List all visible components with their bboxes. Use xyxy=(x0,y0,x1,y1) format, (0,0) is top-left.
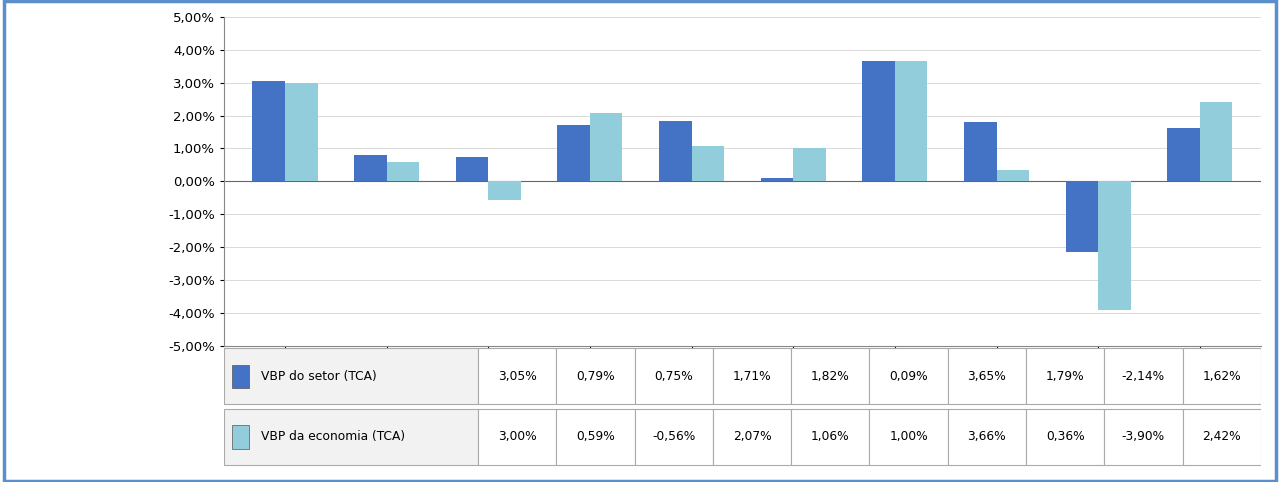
Text: 2,42%: 2,42% xyxy=(1202,430,1242,443)
Text: 3,05%: 3,05% xyxy=(498,370,536,383)
Bar xyxy=(1105,409,1183,465)
Bar xyxy=(760,178,794,181)
Bar xyxy=(1105,348,1183,404)
Bar xyxy=(232,364,248,388)
Text: 1,79%: 1,79% xyxy=(1046,370,1084,383)
Bar xyxy=(477,409,557,465)
Bar xyxy=(895,61,928,181)
Text: VBP do setor (TCA): VBP do setor (TCA) xyxy=(261,370,378,383)
Bar xyxy=(691,147,724,181)
Bar xyxy=(224,348,477,404)
Bar xyxy=(557,409,635,465)
Text: 0,36%: 0,36% xyxy=(1046,430,1084,443)
Text: -0,56%: -0,56% xyxy=(652,430,695,443)
Text: 0,09%: 0,09% xyxy=(890,370,928,383)
Text: 1,71%: 1,71% xyxy=(732,370,772,383)
Bar xyxy=(947,348,1027,404)
Bar xyxy=(869,348,947,404)
Text: 1,62%: 1,62% xyxy=(1202,370,1242,383)
Text: 2,07%: 2,07% xyxy=(732,430,772,443)
Text: 0,79%: 0,79% xyxy=(576,370,614,383)
Bar xyxy=(557,348,635,404)
Bar xyxy=(232,425,248,449)
Bar xyxy=(1199,102,1233,181)
Bar xyxy=(791,348,869,404)
Bar xyxy=(1066,181,1098,252)
Bar xyxy=(1183,348,1261,404)
Bar xyxy=(1098,181,1130,309)
Text: 3,00%: 3,00% xyxy=(498,430,536,443)
Text: 1,82%: 1,82% xyxy=(812,370,850,383)
Bar xyxy=(863,61,895,181)
Bar xyxy=(1167,128,1199,181)
Bar xyxy=(252,81,285,181)
Bar xyxy=(387,162,419,181)
Text: 0,59%: 0,59% xyxy=(576,430,614,443)
Bar xyxy=(488,181,521,200)
Bar xyxy=(791,409,869,465)
Bar xyxy=(713,409,791,465)
Bar xyxy=(477,348,557,404)
Bar xyxy=(794,148,826,181)
Bar xyxy=(869,409,947,465)
Bar xyxy=(997,170,1029,181)
Bar xyxy=(456,157,488,181)
Bar xyxy=(635,348,713,404)
Text: -2,14%: -2,14% xyxy=(1121,370,1165,383)
Bar xyxy=(947,409,1027,465)
Bar xyxy=(713,348,791,404)
Bar xyxy=(964,122,997,181)
Text: -3,90%: -3,90% xyxy=(1121,430,1165,443)
Bar xyxy=(355,155,387,181)
Text: VBP da economia (TCA): VBP da economia (TCA) xyxy=(261,430,406,443)
Text: 3,65%: 3,65% xyxy=(968,370,1006,383)
Bar xyxy=(590,113,622,181)
Bar xyxy=(557,125,590,181)
Bar xyxy=(659,121,691,181)
Bar xyxy=(224,409,477,465)
Text: 1,06%: 1,06% xyxy=(812,430,850,443)
Text: 3,66%: 3,66% xyxy=(968,430,1006,443)
Bar xyxy=(1183,409,1261,465)
Bar xyxy=(635,409,713,465)
Bar xyxy=(285,83,317,181)
Bar xyxy=(1027,348,1105,404)
Text: 0,75%: 0,75% xyxy=(654,370,692,383)
Text: 1,00%: 1,00% xyxy=(890,430,928,443)
Bar xyxy=(1027,409,1105,465)
